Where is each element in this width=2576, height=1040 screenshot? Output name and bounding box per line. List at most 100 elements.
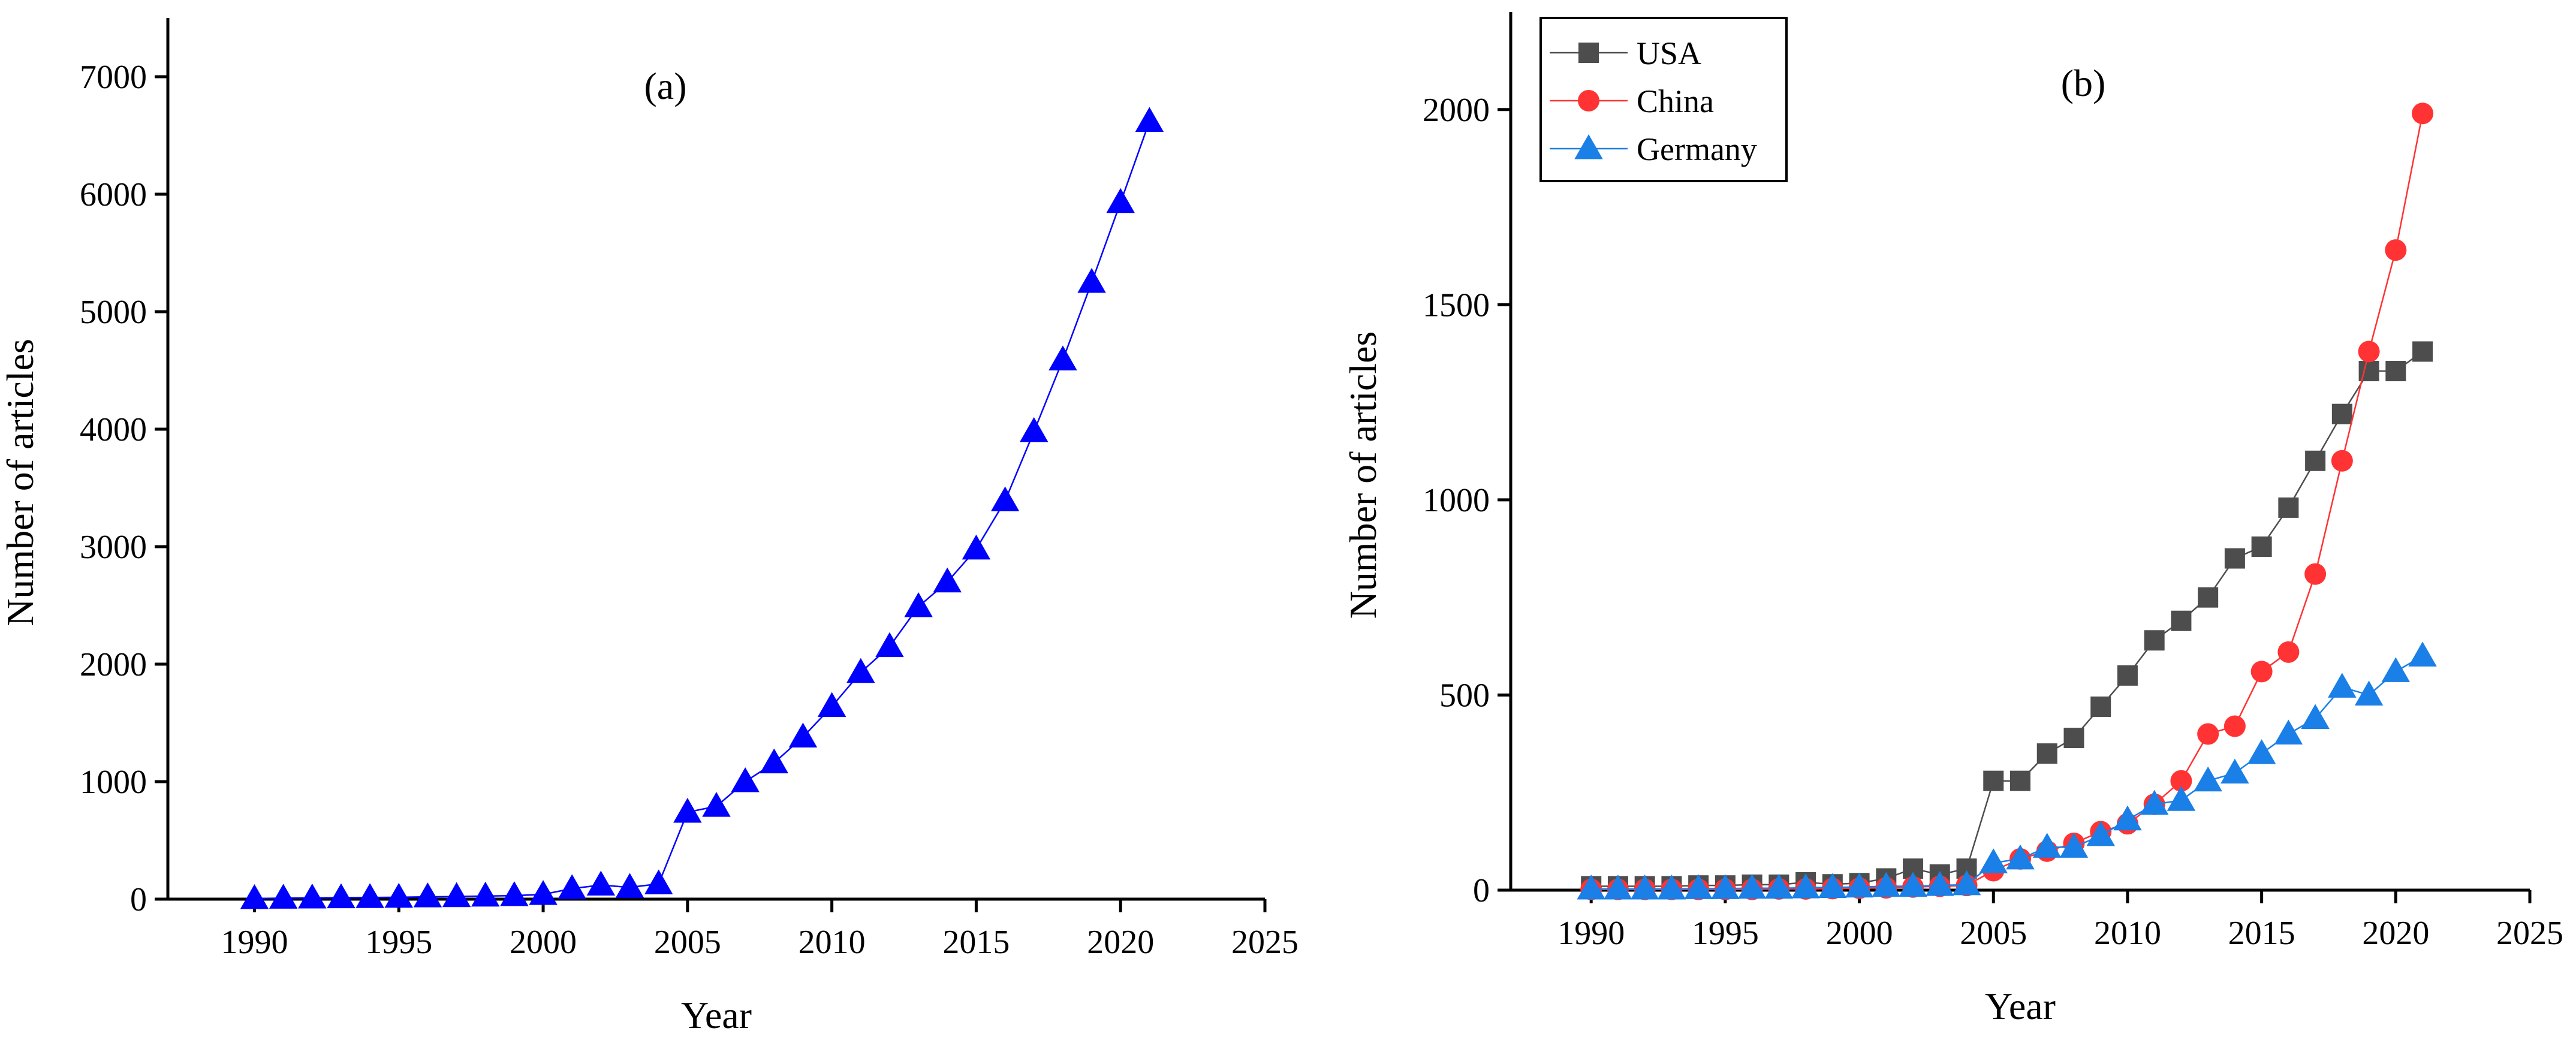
chart-b-usa-point: [2010, 770, 2030, 791]
chart-b-usa-point: [2278, 497, 2299, 518]
chart-b-legend-germany-marker: [1574, 134, 1603, 159]
chart-b-germany-point: [1872, 872, 1901, 897]
chart-b-germany-point: [1899, 872, 1927, 897]
chart-a-articles-point: [846, 658, 875, 683]
chart-b-germany-point: [1737, 873, 1767, 899]
chart-a-articles-point: [384, 882, 413, 908]
chart-b-germany-point: [1952, 870, 1981, 896]
chart-b-germany-point: [2381, 657, 2411, 682]
chart-b-germany-point: [2328, 673, 2357, 698]
chart-b-legend-germany-label: Germany: [1637, 131, 1757, 167]
chart-a-articles-point: [933, 567, 962, 593]
chart-b-x-tick-label: 2010: [2094, 915, 2161, 952]
chart-b-germany-point: [1979, 848, 2008, 873]
chart-b-germany-point: [2033, 833, 2062, 858]
chart-b-usa-point: [2063, 728, 2084, 749]
chart-a-articles-point: [788, 722, 818, 748]
chart-b-x-tick-label: 2015: [2228, 915, 2295, 952]
chart-b-germany-point: [1764, 873, 1794, 899]
chart-b-y-tick-label: 2000: [1423, 92, 1490, 129]
chart-a-articles-point: [529, 880, 558, 905]
chart-b-germany-point: [2086, 821, 2115, 846]
chart-b-usa-point: [1983, 770, 2004, 791]
chart-a-x-tick-label: 2010: [799, 924, 866, 961]
chart-b-y-tick-label: 1500: [1423, 287, 1490, 324]
chart-a-articles-point: [673, 797, 702, 823]
chart-b-china-point: [2224, 715, 2246, 737]
chart-b-germany-point: [2274, 719, 2303, 745]
chart-a-articles-point: [644, 869, 673, 895]
chart-a-x-tick-label: 2000: [510, 924, 577, 961]
chart-b-usa-point: [2412, 341, 2433, 362]
chart-b-germany-point: [2006, 844, 2035, 870]
chart-b-x-tick-label: 2020: [2362, 915, 2429, 952]
chart-a-articles-point: [731, 767, 760, 792]
chart-b-usa-point: [2224, 548, 2245, 569]
chart-b-y-tick-label: 500: [1439, 677, 1490, 714]
chart-a-articles-point: [760, 748, 789, 774]
chart-b-x-tick-label: 1995: [1692, 915, 1759, 952]
chart-b-x-axis-title: Year: [1985, 985, 2056, 1027]
chart-a-articles-point: [615, 873, 644, 898]
chart-b-germany-point: [2140, 789, 2169, 815]
chart-b-usa-point: [2117, 665, 2138, 686]
chart-b-germany-point: [1604, 875, 1632, 900]
chart-b-germany-point: [2301, 704, 2330, 729]
chart-b-china-point: [2331, 450, 2353, 472]
chart-a-y-tick-label: 3000: [80, 529, 147, 566]
chart-b-china-point: [2304, 563, 2327, 585]
chart-a-articles-point: [442, 882, 471, 908]
chart-b-germany-point: [1630, 875, 1659, 900]
chart-b-legend-china-label: China: [1637, 83, 1714, 119]
chart-b-x-tick-label: 2000: [1826, 915, 1893, 952]
chart-a-y-axis-title: Number of articles: [0, 339, 41, 626]
chart-a-x-axis-title: Year: [681, 994, 752, 1036]
chart-a-panel-label: (a): [644, 65, 686, 107]
chart-a-articles-point: [471, 881, 500, 907]
chart-a-articles-point: [269, 884, 298, 909]
chart-b-china-point: [2412, 103, 2434, 125]
chart-a-articles-point: [413, 882, 442, 908]
chart-b-germany-point: [2408, 641, 2437, 667]
chart-a-articles-point: [327, 883, 355, 909]
chart-a-y-tick-label: 4000: [80, 411, 147, 448]
chart-b-china-point: [2277, 641, 2300, 663]
chart-b-germany-point: [1684, 874, 1713, 899]
chart-b-germany-point: [2354, 680, 2384, 706]
chart-b-usa-point: [2305, 450, 2326, 471]
chart-a-articles-point: [904, 592, 933, 617]
chart-b-germany-point: [1577, 875, 1605, 900]
chart-a-x-tick-label: 2025: [1231, 924, 1298, 961]
chart-a-articles-point: [1106, 188, 1135, 213]
chart-b-china-point: [2385, 239, 2407, 261]
chart-b-x-tick-label: 2005: [1960, 915, 2027, 952]
chart-a-x-tick-label: 2005: [654, 924, 721, 961]
chart-a-articles-point: [1077, 267, 1106, 293]
chart-a-articles-point: [240, 884, 269, 909]
chart-a-y-tick-label: 2000: [80, 646, 147, 683]
chart-a-x-tick-label: 2020: [1087, 924, 1154, 961]
chart-b-germany-point: [2194, 766, 2222, 792]
chart-a-y-tick-label: 0: [130, 881, 147, 918]
chart-a-y-tick-label: 1000: [80, 764, 147, 801]
chart-b-usa-point: [2036, 743, 2057, 764]
chart-a-articles-point: [355, 883, 384, 908]
chart-b-y-tick-label: 1000: [1423, 482, 1490, 519]
chart-b-y-axis-title: Number of articles: [1342, 331, 1384, 619]
chart-a-articles-point: [875, 632, 904, 658]
chart-b-germany-point: [2059, 833, 2089, 858]
chart-b-usa-point: [2090, 696, 2111, 717]
chart-b-china-point: [2170, 770, 2192, 792]
chart-b-china-point: [2250, 661, 2273, 683]
chart-b: 1990 1995 2000 2005 2010 2015 2020 2025 0 500 1000…: [1342, 12, 2563, 1027]
chart-a-x-tick-label: 2015: [942, 924, 1010, 961]
chart-b-usa-point: [2251, 536, 2272, 557]
chart-b-legend-usa-marker: [1578, 43, 1599, 63]
chart-b-germany-point: [2221, 758, 2249, 784]
chart-b-usa-point: [2144, 630, 2165, 651]
chart-a-articles-point: [1135, 107, 1164, 132]
chart-a-y-tick-label: 5000: [80, 294, 147, 331]
chart-b-usa-point: [2171, 610, 2192, 631]
